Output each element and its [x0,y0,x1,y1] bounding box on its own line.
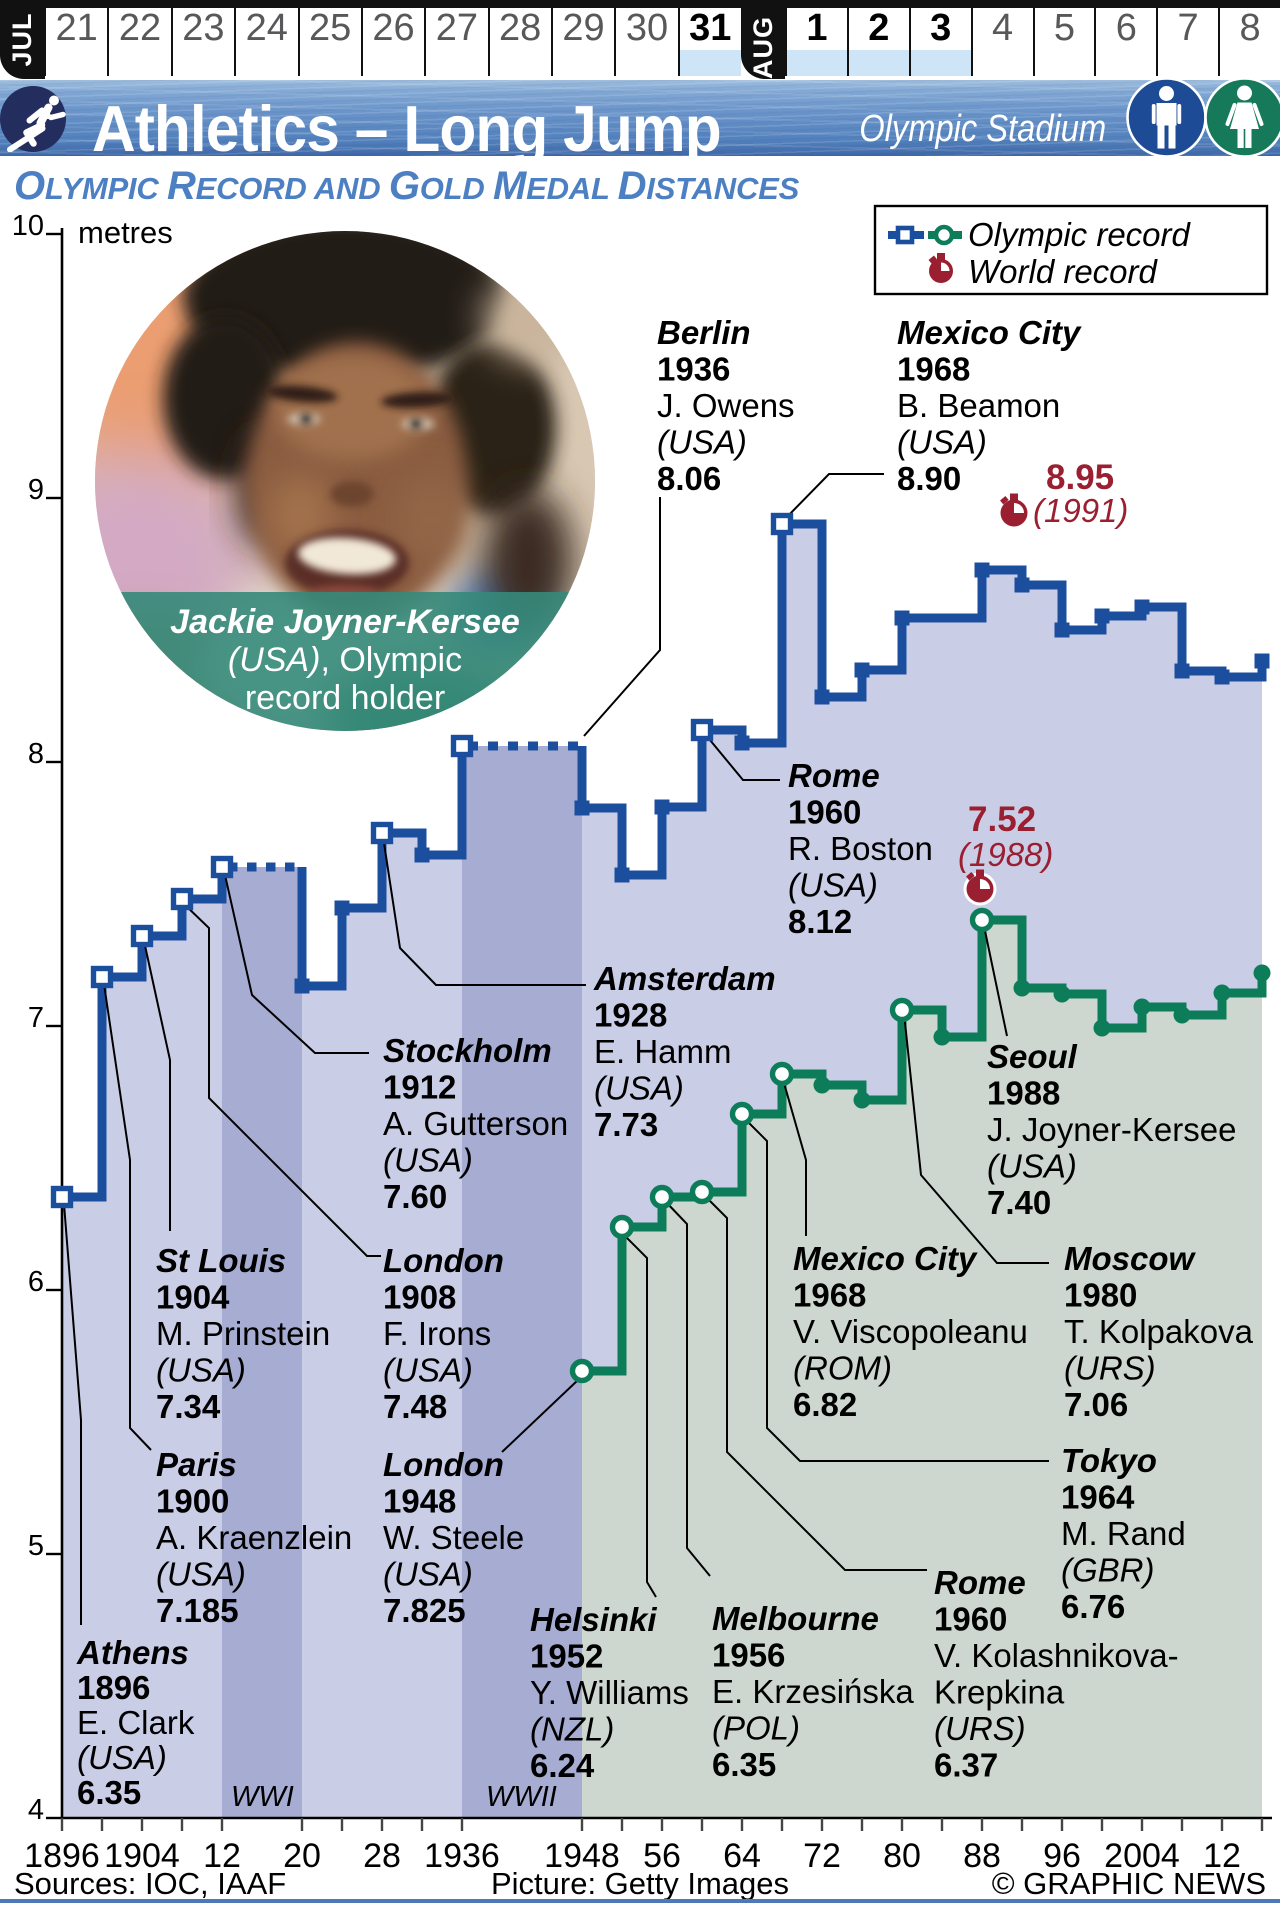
svg-text:96: 96 [1043,1837,1081,1875]
svg-text:56: 56 [643,1837,681,1875]
svg-text:8: 8 [28,738,44,770]
svg-text:record holder: record holder [245,679,445,717]
svg-text:80: 80 [883,1837,921,1875]
svg-text:20: 20 [283,1837,321,1875]
svg-text:88: 88 [963,1837,1001,1875]
svg-text:72: 72 [803,1837,841,1875]
svg-text:10: 10 [12,210,44,242]
svg-text:metres: metres [78,215,173,250]
svg-text:6: 6 [28,1266,44,1298]
svg-text:28: 28 [363,1837,401,1875]
svg-text:Sources: IOC, IAAF: Sources: IOC, IAAF [14,1866,286,1901]
svg-text:1948: 1948 [544,1837,620,1875]
svg-text:64: 64 [723,1837,761,1875]
svg-text:(USA), Olympic: (USA), Olympic [228,641,462,679]
svg-text:12: 12 [203,1837,241,1875]
svg-text:12: 12 [1203,1837,1241,1875]
svg-text:4: 4 [28,1794,44,1826]
svg-text:1896: 1896 [24,1837,100,1875]
svg-text:7: 7 [28,1002,44,1034]
svg-text:8.95: 8.95 [1046,458,1114,497]
svg-text:7.52: 7.52 [968,800,1036,839]
svg-text:Jackie Joyner-Kersee: Jackie Joyner-Kersee [170,603,520,641]
svg-text:World record: World record [968,253,1159,290]
svg-text:(1991): (1991) [1033,492,1128,529]
svg-text:Olympic record: Olympic record [968,216,1192,253]
svg-text:9: 9 [28,474,44,506]
svg-text:(1988): (1988) [958,836,1053,873]
svg-text:© GRAPHIC NEWS: © GRAPHIC NEWS [992,1866,1266,1901]
svg-text:1936: 1936 [424,1837,500,1875]
svg-text:2004: 2004 [1104,1837,1180,1875]
svg-text:WWI: WWI [231,1781,294,1813]
svg-text:1904: 1904 [104,1837,180,1875]
svg-text:5: 5 [28,1530,44,1562]
svg-text:Picture: Getty Images: Picture: Getty Images [491,1866,789,1901]
svg-text:WWII: WWII [486,1781,557,1813]
